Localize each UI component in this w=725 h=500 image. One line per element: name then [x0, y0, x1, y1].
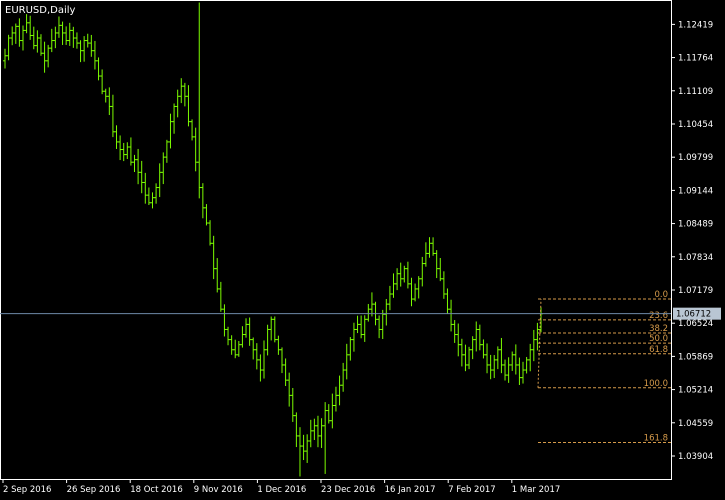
price-axis[interactable]: 1.12419 1.11764 1.11109 1.10454 1.09799 1.091…: [671, 20, 721, 462]
y-tick-label: 1.11109: [678, 87, 713, 97]
y-tick-label: 1.10454: [678, 120, 713, 130]
y-tick-label: 1.09144: [678, 186, 713, 196]
x-tick-label: 18 Oct 2016: [130, 485, 183, 495]
fib-level-label: 0.0: [654, 290, 668, 300]
y-tick-label: 1.07834: [678, 253, 713, 263]
fib-level-label: 23.6: [649, 311, 668, 321]
fib-level-label: 100.0: [644, 379, 668, 389]
x-tick-label: 9 Nov 2016: [194, 485, 243, 495]
fib-level-label: 61.8: [649, 345, 668, 355]
x-tick-label: 26 Sep 2016: [67, 485, 121, 495]
y-tick-label: 1.12419: [678, 20, 713, 30]
x-tick-label: 23 Dec 2016: [321, 485, 375, 495]
y-tick-label: 1.05214: [678, 386, 713, 396]
y-tick-label: 1.09799: [678, 153, 713, 163]
chart-title: EURUSD,Daily: [5, 5, 76, 16]
y-tick-label: 1.04559: [678, 419, 713, 429]
y-tick-label: 1.03904: [678, 452, 713, 462]
x-tick-label: 1 Dec 2016: [257, 485, 306, 495]
current-price-box: [673, 307, 721, 320]
plot-frame: [0, 0, 672, 480]
time-axis[interactable]: 2 Sep 2016 26 Sep 2016 18 Oct 2016 9 Nov 20…: [2, 479, 560, 495]
y-tick-label: 1.05869: [678, 352, 713, 362]
x-tick-label: 7 Feb 2017: [448, 485, 496, 495]
y-tick-label: 1.08489: [678, 220, 713, 230]
fib-level-label: 38.2: [649, 324, 668, 334]
x-tick-label: 16 Jan 2017: [385, 485, 436, 495]
fibonacci-retracement[interactable]: 0.0 23.6 38.250.061.8 100.0 161.8: [537, 290, 671, 444]
candles-group: [3, 2, 543, 477]
y-tick-label: 1.06524: [678, 319, 713, 329]
y-tick-label: 1.11764: [678, 54, 713, 64]
x-tick-label: 2 Sep 2016: [3, 485, 51, 495]
current-price-label: 1.06712: [676, 310, 711, 320]
x-tick-label: 1 Mar 2017: [512, 485, 560, 495]
y-tick-label: 1.07179: [678, 286, 713, 296]
fib-level-label: 161.8: [644, 434, 668, 444]
fib-level-label: 50.0: [649, 334, 668, 344]
